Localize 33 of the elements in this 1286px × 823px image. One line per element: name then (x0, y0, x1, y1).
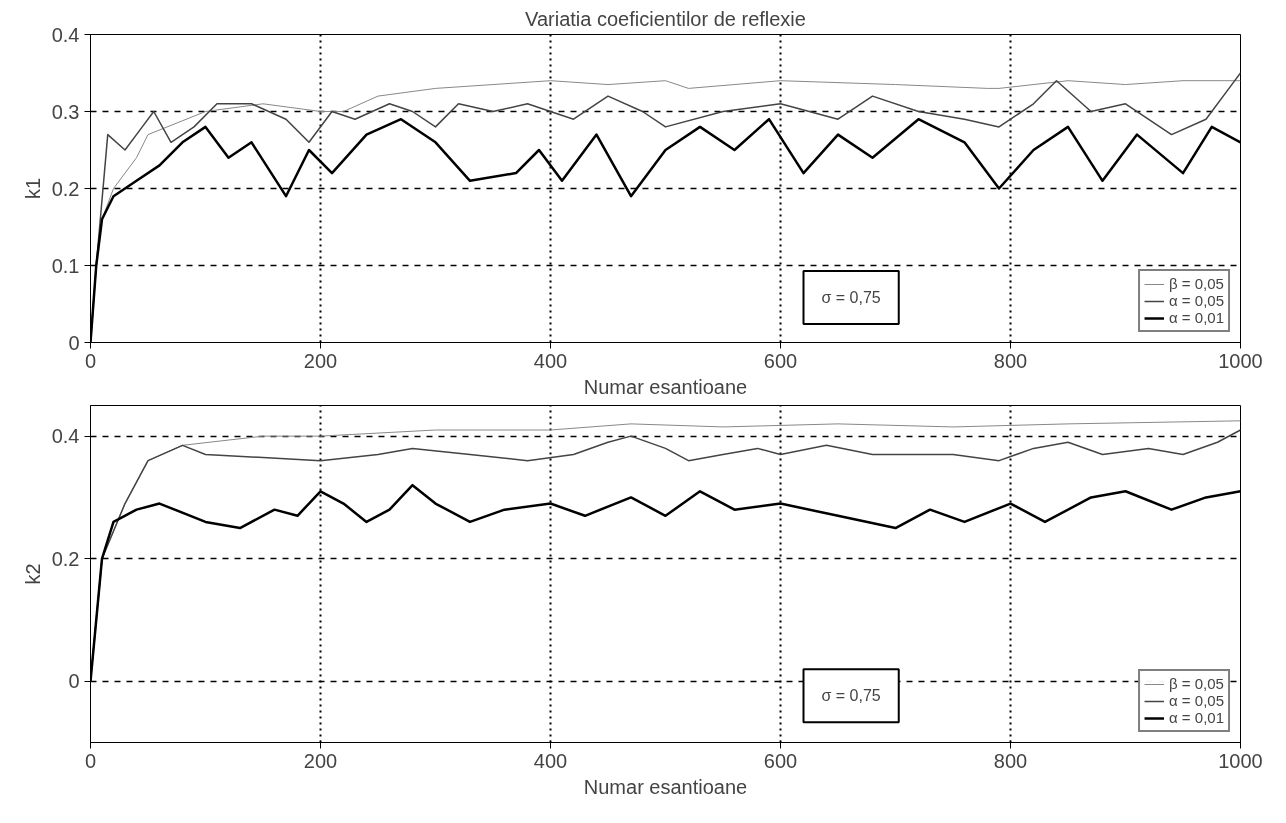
y-tick-label: 0 (68, 331, 80, 354)
x-tick-label: 0 (84, 349, 97, 372)
y-tick-label: 0.4 (51, 23, 80, 46)
x-tick-label: 600 (763, 349, 798, 372)
legend-label: β = 0,05 (1169, 275, 1224, 292)
x-tick-label: 0 (84, 749, 97, 772)
y-tick-label: 0.2 (51, 177, 80, 200)
chart-title: Variatia coeficientilor de reflexie (525, 7, 806, 30)
x-axis-title: Numar esantioane (583, 375, 748, 398)
x-tick-label: 400 (533, 349, 568, 372)
x-tick-label: 1000 (1218, 349, 1263, 372)
y-tick-label: 0 (68, 670, 80, 693)
annotation: σ = 0,75 (821, 687, 881, 705)
legend-label: α = 0,01 (1169, 309, 1224, 326)
y-tick-label: 0.3 (51, 100, 80, 123)
y-axis-title: k2 (21, 563, 44, 585)
annotation: σ = 0,75 (821, 289, 881, 307)
legend-label: β = 0,05 (1169, 675, 1224, 692)
x-tick-label: 200 (303, 349, 338, 372)
y-axis-title: k1 (21, 177, 44, 200)
x-tick-label: 200 (303, 749, 338, 772)
x-tick-label: 400 (533, 749, 568, 772)
x-tick-label: 800 (993, 749, 1028, 772)
x-axis-title: Numar esantioane (583, 775, 748, 798)
x-tick-label: 800 (993, 349, 1028, 372)
x-tick-label: 1000 (1218, 749, 1263, 772)
y-tick-label: 0.4 (51, 425, 80, 448)
y-tick-label: 0.2 (51, 547, 80, 570)
y-tick-label: 0.1 (51, 254, 80, 277)
legend-label: α = 0,01 (1169, 709, 1224, 726)
legend-label: α = 0,05 (1169, 292, 1224, 309)
x-tick-label: 600 (763, 749, 798, 772)
legend-label: α = 0,05 (1169, 692, 1224, 709)
